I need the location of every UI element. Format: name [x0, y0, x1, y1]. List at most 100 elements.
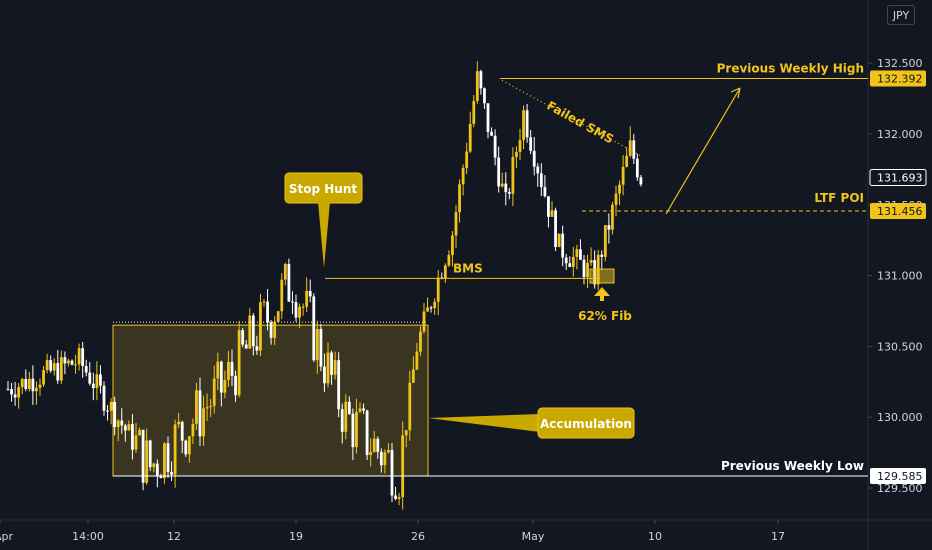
candle-body	[586, 262, 589, 278]
bear-candle	[81, 341, 85, 378]
bear-candle	[490, 127, 493, 137]
candle-body	[355, 411, 358, 448]
price-tick-label: 130.500	[877, 340, 923, 353]
candle-body	[497, 157, 501, 187]
bull-candle	[621, 155, 625, 196]
price-tick-label: 129.500	[877, 482, 923, 495]
candle-body	[390, 450, 394, 496]
bull-candle	[426, 297, 429, 312]
candle-body	[131, 424, 134, 450]
bull-candle	[27, 371, 31, 392]
bull-candle	[305, 277, 309, 313]
candle-body	[547, 196, 550, 217]
bear-candle	[312, 293, 316, 363]
candle-body	[315, 328, 319, 361]
candle-body	[575, 249, 579, 257]
bear-candle	[184, 439, 188, 457]
candle-body	[369, 452, 373, 455]
time-tick-label: 10	[648, 530, 662, 543]
candle-body	[621, 166, 625, 185]
candle-body	[358, 408, 362, 412]
bear-candle	[429, 305, 433, 313]
candle-body	[579, 249, 582, 260]
bull-candle	[223, 370, 227, 399]
bull-candle	[443, 263, 447, 283]
candle-body	[17, 387, 21, 398]
bear-candle	[632, 134, 636, 165]
bull-candle	[127, 420, 131, 431]
candle-body	[56, 363, 60, 381]
bull-candle	[372, 430, 376, 453]
bull-candle	[404, 430, 408, 448]
bull-candle	[195, 382, 198, 430]
bear-candle	[10, 382, 13, 402]
bull-candle	[575, 244, 579, 270]
bear-candle	[244, 340, 248, 349]
candle-body	[116, 420, 120, 428]
bear-candle	[635, 153, 639, 181]
bull-candle	[298, 303, 301, 328]
bear-candle	[102, 381, 106, 416]
price-label-value: 132.392	[877, 72, 923, 85]
candle-body	[564, 257, 568, 264]
candle-body	[99, 374, 102, 386]
bear-candle	[347, 396, 351, 416]
bull-candle	[191, 418, 195, 445]
bull-candle	[280, 273, 284, 320]
bull-candle	[202, 395, 205, 446]
candle-body	[454, 212, 458, 236]
bull-candle	[411, 356, 415, 384]
candle-body	[262, 301, 266, 303]
bull-candle	[35, 381, 38, 405]
candle-body	[276, 311, 280, 322]
bear-candle	[561, 225, 565, 267]
bear-candle	[269, 320, 273, 345]
candle-body	[490, 131, 493, 136]
candle-body	[365, 410, 369, 455]
bear-candle	[607, 213, 611, 244]
candle-body	[155, 463, 159, 477]
price-tick-label: 132.000	[877, 128, 923, 141]
bear-candle	[31, 365, 35, 405]
bull-candle	[152, 462, 156, 473]
bear-candle	[639, 174, 643, 187]
candle-body	[173, 424, 177, 475]
candle-body	[426, 307, 429, 312]
bear-candle	[287, 258, 291, 302]
candle-body	[618, 184, 621, 194]
candle-body	[411, 369, 415, 383]
candle-body	[141, 429, 145, 483]
bear-candle	[170, 461, 173, 481]
candle-body	[106, 410, 109, 412]
bull-candle	[273, 316, 277, 346]
overlay: Previous Weekly High Previous Weekly Low L…	[113, 61, 868, 477]
time-tick-label: 14:00	[72, 530, 104, 543]
candle-body	[255, 346, 259, 351]
candle-body	[123, 425, 127, 431]
candle-body	[120, 420, 124, 426]
currency-label[interactable]: JPY	[887, 5, 915, 25]
bull-candle	[355, 398, 358, 454]
bear-candle	[180, 420, 184, 454]
candle-body	[589, 260, 593, 263]
candle-body	[571, 256, 575, 267]
candle-body	[259, 302, 262, 351]
candle-body	[422, 311, 426, 332]
bear-candle	[234, 370, 237, 402]
price-label-value: 131.693	[877, 171, 923, 184]
candle-body	[451, 235, 454, 255]
candle-body	[251, 315, 255, 347]
bear-candle	[532, 136, 536, 176]
bull-candle	[451, 231, 454, 267]
candle-body	[529, 137, 533, 151]
candle-body	[234, 375, 237, 396]
bear-candle	[198, 377, 202, 446]
bull-candle	[586, 254, 589, 289]
candle-body	[340, 409, 344, 432]
bear-candle	[141, 429, 145, 491]
time-tick-label: Apr	[0, 530, 14, 543]
candle-body	[198, 390, 202, 437]
candle-body	[187, 436, 191, 455]
bull-candle	[315, 320, 319, 374]
